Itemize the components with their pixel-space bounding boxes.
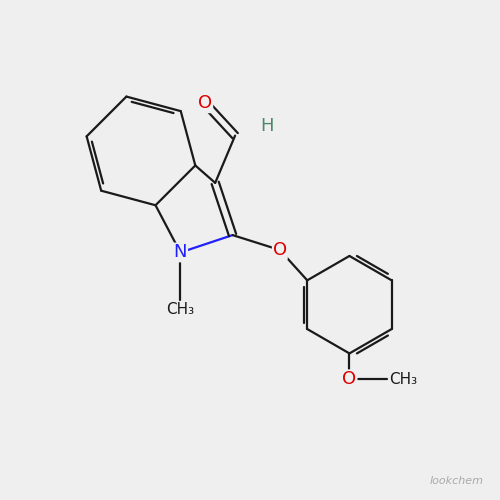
Text: CH₃: CH₃ bbox=[389, 372, 418, 387]
Text: CH₃: CH₃ bbox=[166, 302, 194, 317]
Text: H: H bbox=[260, 116, 274, 134]
Text: O: O bbox=[273, 241, 287, 259]
Text: O: O bbox=[198, 94, 212, 112]
Text: O: O bbox=[342, 370, 356, 388]
Text: lookchem: lookchem bbox=[430, 476, 484, 486]
Text: N: N bbox=[174, 244, 187, 262]
